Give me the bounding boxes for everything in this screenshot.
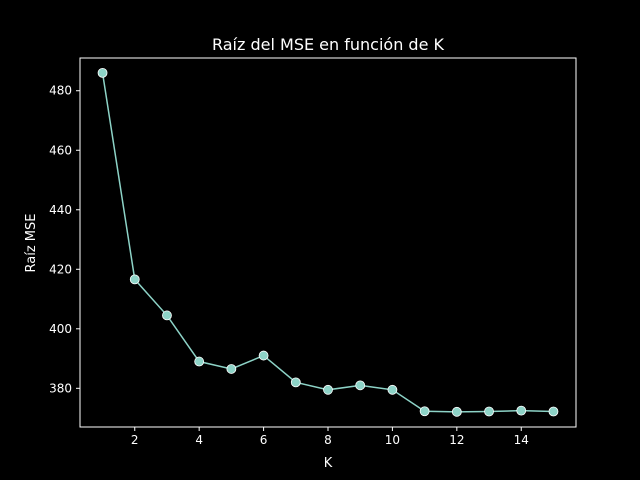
x-tick-label: 4 bbox=[195, 433, 203, 447]
data-point bbox=[516, 405, 527, 416]
data-point bbox=[419, 406, 430, 417]
y-tick-label: 460 bbox=[49, 143, 72, 157]
data-point bbox=[387, 384, 398, 395]
data-point bbox=[226, 364, 237, 374]
y-tick-label: 420 bbox=[49, 262, 72, 276]
x-tick-label: 6 bbox=[260, 433, 268, 447]
y-tick-label: 380 bbox=[49, 381, 72, 395]
data-point bbox=[548, 406, 559, 417]
data-point bbox=[290, 377, 301, 388]
x-tick-label: 14 bbox=[514, 433, 529, 447]
x-tick-label: 8 bbox=[324, 433, 332, 447]
data-point bbox=[258, 350, 269, 361]
chart-title: Raíz del MSE en función de K bbox=[212, 35, 445, 54]
y-axis-label: Raíz MSE bbox=[24, 214, 39, 273]
data-point bbox=[194, 356, 205, 367]
plot-area: 2 4 6 8 10 12 14 380 400 420 440 460 480 bbox=[49, 57, 577, 447]
data-point bbox=[355, 380, 366, 391]
data-point bbox=[97, 67, 108, 78]
data-point bbox=[323, 384, 333, 395]
y-tick-label: 480 bbox=[49, 84, 72, 98]
x-axis-label: K bbox=[324, 456, 333, 471]
data-point bbox=[484, 406, 494, 417]
y-tick-label: 440 bbox=[49, 203, 72, 217]
data-point bbox=[129, 274, 140, 285]
data-point bbox=[451, 406, 462, 417]
data-point bbox=[162, 310, 172, 321]
x-tick-label: 10 bbox=[385, 433, 400, 447]
y-tick-label: 400 bbox=[49, 322, 72, 336]
x-tick-label: 12 bbox=[449, 433, 464, 447]
x-tick-label: 2 bbox=[131, 433, 139, 447]
